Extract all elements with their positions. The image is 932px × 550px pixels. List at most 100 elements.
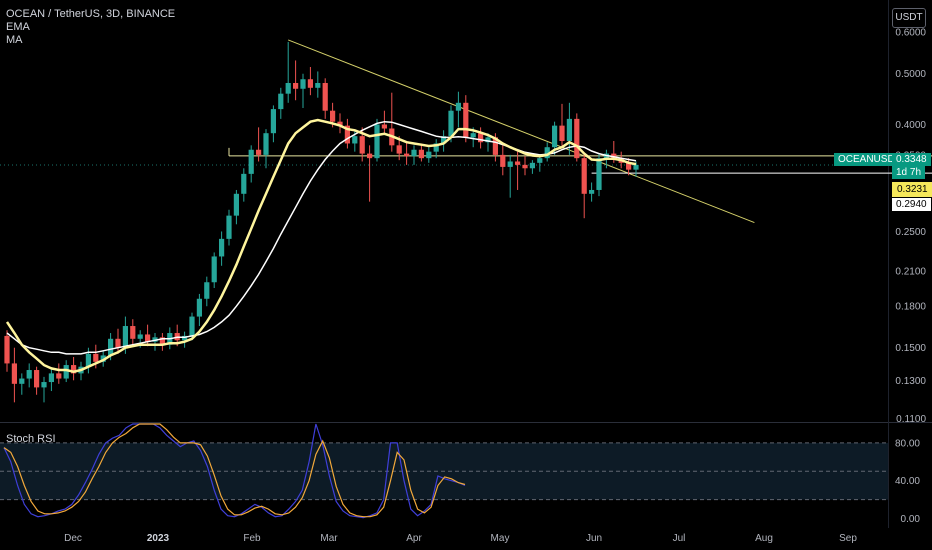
candle-up: [537, 158, 543, 163]
candle-down: [418, 149, 424, 159]
candle-up: [426, 151, 432, 159]
candle-down: [4, 335, 10, 364]
time-tick-label: Feb: [243, 533, 261, 544]
candle-down: [256, 149, 262, 155]
candle-up: [100, 355, 106, 362]
time-tick-label: Apr: [406, 533, 422, 544]
candle-down: [93, 353, 99, 362]
time-axis[interactable]: Dec 2023 Feb Mar Apr May Jun Jul Aug Sep: [64, 533, 857, 544]
candle-down: [115, 338, 121, 348]
symbol-tag: OCEANUSDT: [834, 153, 905, 166]
candle-up: [270, 109, 276, 134]
price-tick-label: 0.1800: [895, 302, 926, 313]
candle-up: [219, 238, 225, 257]
candle-up: [196, 298, 202, 317]
candle-up: [122, 326, 128, 348]
candle-up: [226, 215, 232, 239]
stoch-k-line: [3, 423, 466, 519]
candle-down: [322, 83, 328, 111]
candle-down: [293, 83, 299, 89]
candle-up: [241, 173, 247, 194]
candle-down: [581, 158, 587, 194]
candle-down: [381, 124, 387, 129]
time-tick-label: Mar: [320, 533, 338, 544]
candle-up: [374, 124, 380, 159]
last-price-tag: 0.3348: [892, 153, 931, 166]
moving-averages-group: [5, 118, 637, 373]
candle-down: [396, 145, 402, 154]
ema-line: [5, 118, 637, 373]
candle-down: [500, 154, 506, 167]
candle-up: [108, 338, 114, 356]
time-tick-label: Jul: [673, 533, 686, 544]
candle-up: [263, 133, 269, 155]
candle-down: [515, 161, 521, 165]
candle-down: [478, 133, 484, 143]
candle-down: [492, 137, 498, 155]
candle-up: [19, 378, 25, 384]
currency-badge[interactable]: USDT: [892, 8, 926, 28]
candle-up: [633, 164, 639, 170]
price-tick-label: 0.6000: [895, 28, 926, 39]
candle-down: [330, 110, 336, 122]
candle-up: [589, 189, 595, 194]
price-tick-label: 0.2500: [895, 227, 926, 238]
stoch-rsi-group: [3, 423, 466, 519]
time-tick-label: Jun: [586, 533, 602, 544]
time-tick-label: Dec: [64, 533, 82, 544]
candle-up: [448, 110, 454, 137]
symbol-title[interactable]: OCEAN / TetherUS, 3D, BINANCE: [6, 8, 176, 20]
time-tick-label: Sep: [839, 533, 857, 544]
candle-down: [159, 337, 165, 345]
candle-up: [41, 382, 47, 388]
candle-up: [352, 136, 358, 144]
level-tag-1: 0.3231: [892, 182, 932, 197]
candle-up: [441, 136, 447, 144]
candle-up: [552, 125, 558, 148]
candle-down: [130, 326, 136, 339]
grid-group: [0, 0, 932, 528]
ma-legend[interactable]: MA: [6, 34, 23, 46]
ma-line: [6, 120, 637, 355]
stoch-rsi-legend[interactable]: Stoch RSI: [6, 433, 56, 445]
countdown-tag: 1d 7h: [892, 166, 926, 179]
stoch-band-group: [0, 442, 888, 501]
candle-up: [278, 93, 284, 110]
candle-up: [485, 137, 491, 143]
candle-up: [470, 133, 476, 138]
candle-up: [411, 149, 417, 157]
stoch-tick-label: 80.00: [895, 438, 920, 449]
candle-down: [145, 334, 151, 342]
stoch-tick-label: 40.00: [895, 476, 920, 487]
candle-up: [596, 158, 602, 190]
candle-down: [307, 79, 313, 88]
candle-up: [433, 143, 439, 152]
candle-up: [189, 316, 195, 336]
level-tag-2: 0.2940: [892, 198, 931, 211]
candle-up: [48, 373, 54, 383]
time-tick-label: 2023: [147, 533, 170, 544]
price-tick-label: 0.4000: [895, 120, 926, 131]
candle-down: [56, 373, 62, 379]
ema-legend[interactable]: EMA: [6, 21, 30, 33]
stoch-tick-label: 0.00: [901, 514, 921, 525]
candle-up: [455, 102, 461, 111]
candle-up: [529, 162, 535, 169]
time-tick-label: Aug: [755, 533, 773, 544]
candle-up: [566, 118, 572, 142]
price-tick-label: 0.2100: [895, 267, 926, 278]
candle-up: [285, 83, 291, 94]
candle-down: [359, 136, 365, 154]
trendline: [288, 39, 755, 224]
price-tick-label: 0.1100: [896, 414, 926, 425]
chart-legend: OCEAN / TetherUS, 3D, BINANCE EMA MA: [6, 8, 175, 47]
candle-down: [522, 164, 528, 169]
candle-up: [204, 282, 210, 299]
candle-up: [26, 370, 32, 379]
candle-up: [85, 353, 91, 367]
candle-up: [182, 335, 188, 341]
stoch-d-line: [3, 423, 466, 518]
candle-up: [248, 149, 254, 174]
candle-up: [544, 147, 550, 159]
